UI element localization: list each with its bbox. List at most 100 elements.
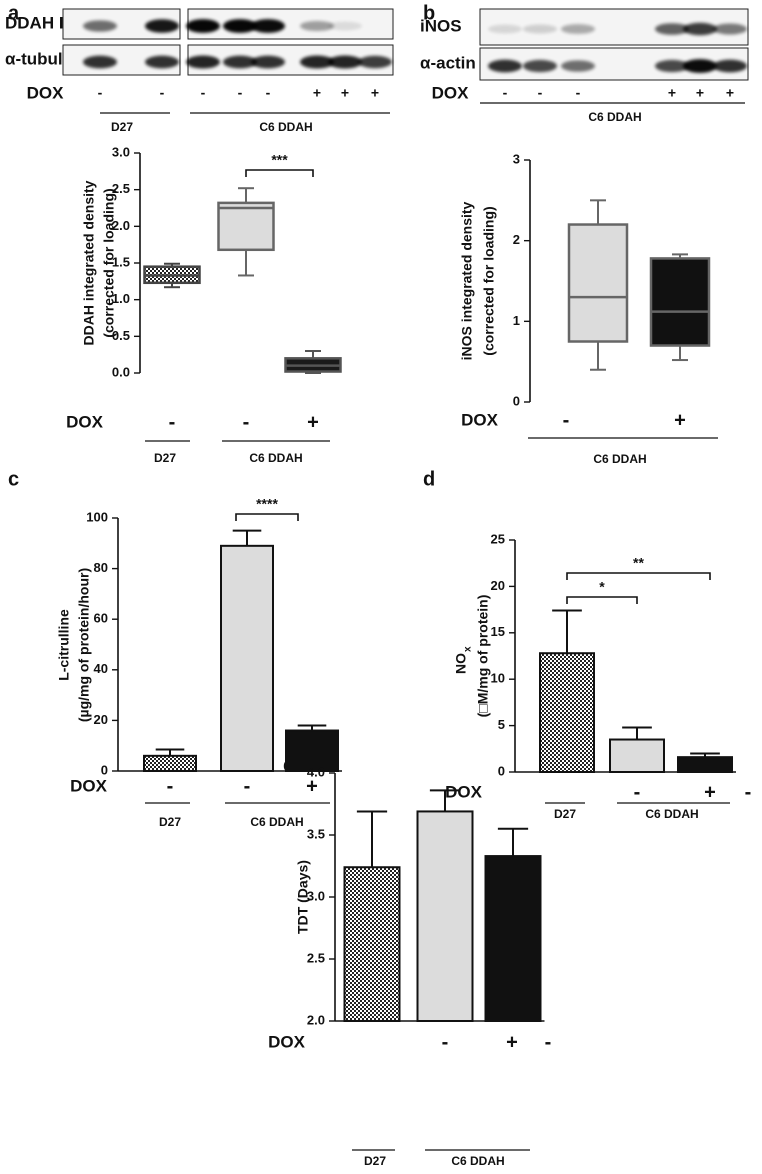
sign: + [506,1031,518,1053]
group-label: D27 [111,120,133,134]
y-tick-label: 2.0 [112,218,130,233]
panel-letter: a [8,2,20,24]
y-tick-label: 0.5 [112,328,130,343]
sign: + [313,85,321,101]
sign: - [169,411,176,433]
row-label: DOX [445,782,483,801]
group-label: C6 DDAH [645,807,698,821]
sign: + [704,781,716,803]
blot-band [223,19,257,33]
blot-band [83,55,117,69]
group-label: C6 DDAH [250,815,303,829]
y-tick-label: 15 [491,624,505,639]
y-label: iNOS integrated density (corrected for lo… [459,201,497,360]
y-tick-label: 1 [513,313,520,328]
y-label: L-citrulline (µg/mg of protein/hour) [56,568,92,722]
bar [677,756,733,773]
sign: - [538,85,543,101]
blot-band [186,19,220,33]
y-tick-label: 0.0 [112,364,130,379]
sign: + [371,85,379,101]
y-tick-label: 3.0 [112,144,130,159]
significance-label: *** [271,152,288,168]
y-tick-label: 40 [94,661,108,676]
bar [143,754,197,773]
blot-band [655,23,689,35]
bar [220,544,274,773]
y-tick-label: 20 [491,578,505,593]
blot-band [328,21,362,31]
sign: - [442,1031,449,1053]
y-label-text: (corrected for loading) [101,188,117,337]
blot-band [145,55,179,69]
significance-label: * [599,579,605,595]
y-tick-label: 2.5 [112,181,130,196]
row-label: DOX [27,83,65,102]
y-tick-label: 80 [94,560,108,575]
y-tick-label: 3.0 [307,888,325,903]
group-label: D27 [554,807,576,821]
y-tick-label: 25 [491,531,505,546]
y-label: DDAH integrated density (corrected for lo… [81,180,117,345]
group-label: C6 DDAH [593,452,646,466]
sign: - [98,85,103,101]
sign: - [563,409,570,431]
y-label: NOx (□M/mg of protein) [453,595,491,718]
box [649,257,711,347]
sign: - [238,85,243,101]
y-tick-label: 0 [498,763,505,778]
panel-letter: c [8,468,19,490]
significance-bracket [235,513,299,521]
row-label: DOX [268,1032,306,1051]
y-tick-label: 2 [513,232,520,247]
blot-band [713,23,747,35]
sign: - [576,85,581,101]
y-tick-label: 1.5 [112,254,130,269]
sign: + [726,85,734,101]
y-tick-label: 3 [513,151,520,166]
sign: - [745,781,752,803]
blot-band [186,55,220,69]
sign: + [341,85,349,101]
significance-bracket [566,596,638,604]
sign: - [545,1031,552,1053]
box [567,223,629,343]
sign: - [266,85,271,101]
bar [609,738,665,774]
bar [285,729,339,773]
group-label: C6 DDAH [451,1154,504,1168]
blot-row-label: DDAH I [5,13,64,32]
blot-band [713,59,747,73]
panel-letter: d [423,468,435,490]
sign: + [306,775,318,797]
significance-bracket [566,572,711,580]
blot-band [328,55,362,69]
group-label: D27 [154,451,176,465]
row-label: DOX [66,412,104,431]
y-label-sub: x [463,646,474,652]
y-label-group: NOx [453,646,474,674]
y-tick-label: 0 [513,393,520,408]
blot-row-label: iNOS [420,16,462,35]
y-tick-label: 5 [498,717,505,732]
significance-bracket [245,169,314,177]
blot-band [683,22,717,36]
bar [539,652,595,773]
y-tick-label: 60 [94,611,108,626]
blot-band [561,60,595,72]
y-tick-label: 100 [86,509,108,524]
blot-band [488,59,522,73]
group-label: D27 [364,1154,386,1168]
y-tick-label: 2.5 [307,950,325,965]
group-label: C6 DDAH [259,120,312,134]
sign: - [634,781,641,803]
blot-band [358,55,392,69]
y-label-text: (corrected for loading) [481,206,497,355]
blot-row-label: α-actin [420,53,476,72]
y-tick-label: 0 [101,762,108,777]
sign: + [674,409,686,431]
y-label-text: (µg/mg of protein/hour) [76,568,92,722]
significance-label: **** [256,496,278,512]
y-tick-label: 20 [94,712,108,727]
box [217,201,275,252]
